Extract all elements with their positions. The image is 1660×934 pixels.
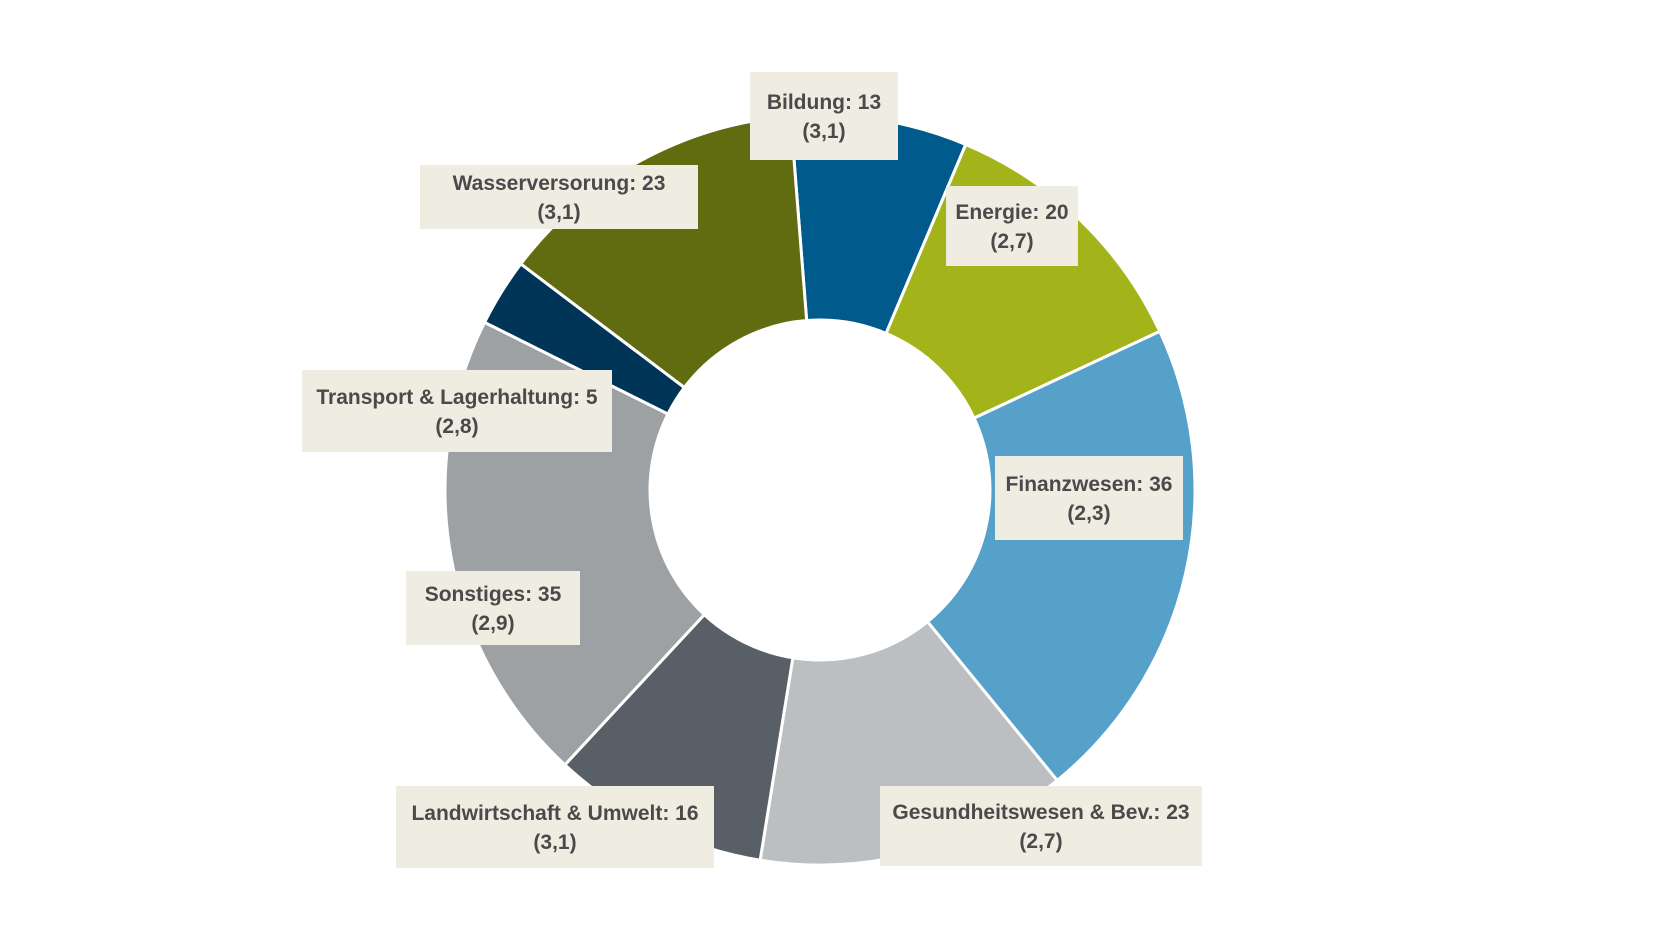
data-label-text: Sonstiges: 35	[425, 583, 562, 606]
data-label-text: Finanzwesen: 36	[1006, 473, 1173, 496]
data-label-text: (3,1)	[537, 201, 580, 224]
data-label-text: Wasserversorung: 23	[453, 172, 666, 195]
data-label-text: Transport & Lagerhaltung: 5	[316, 386, 598, 409]
data-label-box	[406, 571, 580, 645]
data-label-text: (3,1)	[533, 831, 576, 854]
data-label-landwirtschaft-and-umwelt: Landwirtschaft & Umwelt: 16 (3,1)	[396, 786, 714, 868]
data-label-box	[396, 786, 714, 868]
data-label-text: Landwirtschaft & Umwelt: 16	[411, 802, 698, 825]
data-label-box	[995, 456, 1183, 540]
data-label-box	[750, 72, 898, 160]
data-label-text: (2,7)	[1019, 830, 1062, 853]
data-label-bildung: Bildung: 13 (3,1)	[750, 72, 898, 160]
data-label-box	[946, 186, 1078, 266]
data-label-text: (2,8)	[435, 415, 478, 438]
data-label-text: Energie: 20	[955, 201, 1068, 224]
data-label-finanzwesen: Finanzwesen: 36 (2,3)	[995, 456, 1183, 540]
data-label-text: (2,3)	[1067, 502, 1110, 525]
data-label-sonstiges: Sonstiges: 35 (2,9)	[406, 571, 580, 645]
data-label-gesundheitswesen-and-bev: Gesundheitswesen & Bev.: 23 (2,7)	[880, 786, 1202, 866]
data-label-transport-and-lagerhaltung: Transport & Lagerhaltung: 5 (2,8)	[302, 370, 612, 452]
data-label-text: (2,9)	[471, 612, 514, 635]
slice-finanzwesen	[925, 329, 1197, 783]
data-label-box	[420, 165, 698, 229]
data-label-text: (2,7)	[990, 230, 1033, 253]
data-label-text: (3,1)	[802, 120, 845, 143]
data-label-energie: Energie: 20 (2,7)	[946, 186, 1078, 266]
data-label-text: Gesundheitswesen & Bev.: 23	[892, 801, 1189, 824]
label-group: Bildung: 13 (3,1) Energie: 20 (2,7) Finanzwe…	[302, 72, 1202, 868]
data-label-box	[880, 786, 1202, 866]
data-label-text: Bildung: 13	[767, 91, 881, 114]
data-label-box	[302, 370, 612, 452]
data-label-wasserversorung: Wasserversorung: 23 (3,1)	[420, 165, 698, 229]
